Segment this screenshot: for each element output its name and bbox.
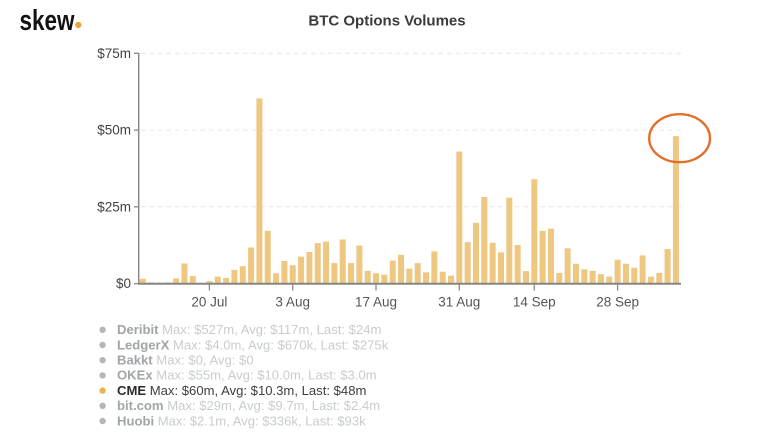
svg-text:BTC Options Volumes: BTC Options Volumes <box>308 13 465 30</box>
svg-text:$75m: $75m <box>97 46 131 61</box>
svg-text:$50m: $50m <box>97 123 131 138</box>
svg-text:28 Sep: 28 Sep <box>596 295 639 310</box>
svg-text:14 Sep: 14 Sep <box>513 295 556 310</box>
svg-text:17 Aug: 17 Aug <box>355 295 397 310</box>
svg-text:Deribit Max: $527m, Avg: $117m: Deribit Max: $527m, Avg: $117m, Last: $2… <box>117 322 382 337</box>
svg-text:CME Max: $60m, Avg: $10.3m, La: CME Max: $60m, Avg: $10.3m, Last: $48m <box>117 383 366 398</box>
svg-text:$25m: $25m <box>97 199 131 214</box>
svg-text:20 Jul: 20 Jul <box>191 295 227 310</box>
svg-text:3 Aug: 3 Aug <box>275 295 310 310</box>
svg-text:Bakkt Max: $0, Avg: $0: Bakkt Max: $0, Avg: $0 <box>117 353 254 368</box>
svg-text:31 Aug: 31 Aug <box>438 295 480 310</box>
svg-text:skew: skew <box>20 5 75 37</box>
svg-text:LedgerX Max: $4.0m, Avg: $670k: LedgerX Max: $4.0m, Avg: $670k, Last: $2… <box>117 337 389 352</box>
svg-text:$0: $0 <box>116 276 131 291</box>
svg-text:Huobi Max: $2.1m, Avg: $336k,: Huobi Max: $2.1m, Avg: $336k, Last: $93k <box>117 413 366 428</box>
svg-text:bit.com Max: $29m, Avg: $9.7m,: bit.com Max: $29m, Avg: $9.7m, Last: $2.… <box>117 398 380 413</box>
svg-text:OKEx Max: $55m, Avg: $10.0m, L: OKEx Max: $55m, Avg: $10.0m, Last: $3.0m <box>117 368 377 383</box>
